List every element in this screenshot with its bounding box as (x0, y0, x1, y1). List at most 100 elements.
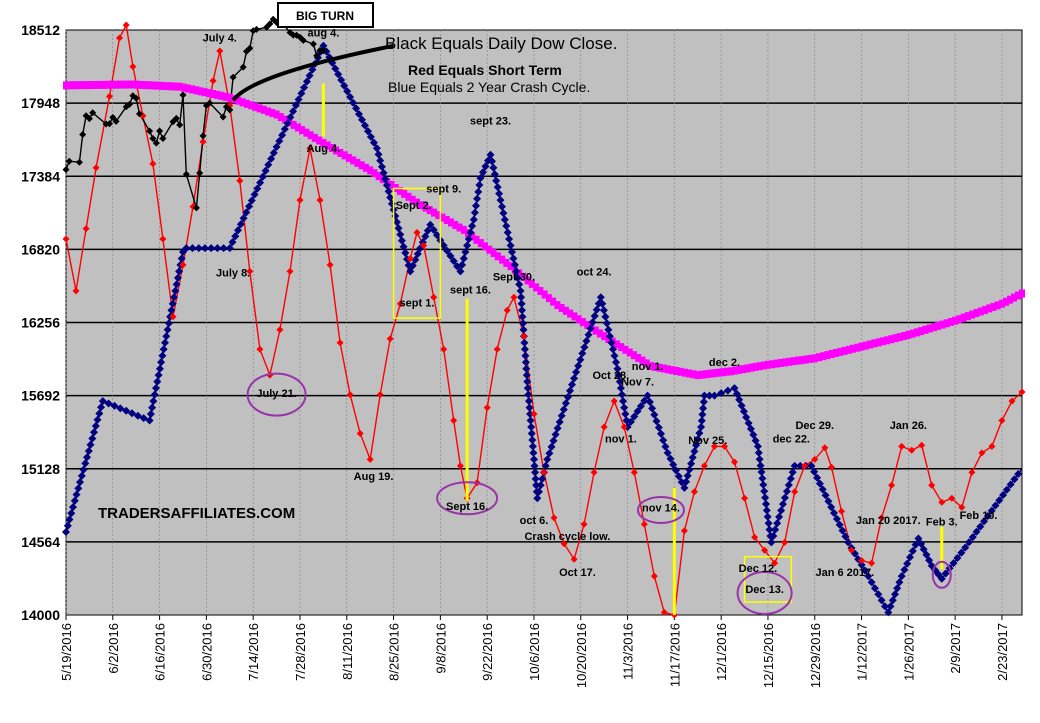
point-marker (779, 500, 787, 509)
point-marker (170, 293, 178, 302)
point-marker (376, 391, 384, 399)
point-marker (572, 368, 581, 377)
point-marker (682, 477, 691, 486)
point-marker (666, 454, 675, 463)
point-marker (777, 506, 786, 515)
point-marker (531, 468, 540, 477)
point-marker (566, 386, 574, 395)
point-marker (605, 335, 612, 343)
point-marker (760, 487, 769, 496)
point-marker (449, 257, 458, 265)
x-tick-label: 10/20/2016 (574, 623, 589, 688)
point-marker (236, 177, 244, 185)
point-marker (172, 280, 181, 289)
point-marker (63, 521, 72, 530)
point-marker (481, 162, 490, 171)
point-marker (488, 157, 496, 166)
point-marker (116, 404, 125, 413)
point-marker (536, 481, 545, 490)
point-marker (506, 241, 515, 250)
point-marker (225, 244, 234, 253)
point-marker (294, 123, 301, 132)
point-marker (306, 144, 314, 152)
point-marker (616, 384, 625, 393)
point-marker (226, 106, 234, 114)
point-marker (568, 380, 576, 389)
date-annotation: Sept 30. (493, 271, 535, 283)
point-marker (1002, 485, 1011, 494)
point-marker (275, 137, 284, 145)
point-marker (948, 494, 956, 502)
point-marker (429, 225, 438, 234)
point-marker (757, 468, 766, 476)
point-marker (988, 442, 996, 450)
point-marker (176, 82, 183, 91)
point-marker (70, 496, 79, 505)
point-marker (350, 156, 357, 165)
point-marker (530, 461, 539, 470)
point-marker (960, 313, 967, 322)
point-marker (741, 494, 749, 502)
point-marker (331, 64, 340, 73)
point-marker (499, 255, 506, 264)
date-annotation: Nov 25. (688, 435, 727, 447)
point-marker (574, 361, 583, 370)
point-marker (698, 410, 707, 419)
point-marker (622, 345, 629, 354)
point-marker (408, 261, 417, 270)
point-marker (672, 466, 680, 475)
point-marker (493, 345, 501, 353)
point-marker (841, 346, 848, 355)
point-marker (77, 471, 86, 480)
point-marker (903, 559, 912, 568)
point-marker (299, 36, 307, 44)
point-marker (636, 402, 645, 411)
point-marker (854, 343, 861, 352)
point-marker (366, 132, 375, 141)
point-marker (81, 459, 90, 468)
point-marker (96, 80, 103, 89)
point-marker (698, 370, 705, 379)
date-annotation: dec 2. (709, 357, 740, 369)
point-marker (765, 525, 774, 534)
point-marker (369, 138, 378, 147)
point-marker (218, 91, 225, 100)
point-marker (258, 172, 267, 181)
point-marker (871, 339, 878, 348)
point-marker (582, 337, 591, 345)
x-tick-label: 2/9/2017 (948, 623, 963, 674)
point-marker (956, 315, 963, 324)
point-marker (777, 359, 784, 367)
point-marker (650, 410, 659, 419)
point-marker (253, 25, 260, 33)
point-marker (406, 255, 414, 262)
point-marker (821, 491, 830, 500)
point-marker (229, 73, 237, 81)
point-marker (761, 493, 770, 502)
point-marker (319, 47, 327, 55)
point-marker (711, 369, 718, 378)
point-marker (296, 196, 304, 204)
point-marker (596, 293, 605, 302)
point-marker (533, 494, 542, 503)
point-marker (643, 391, 652, 400)
point-marker (116, 34, 123, 42)
point-marker (106, 120, 113, 128)
point-marker (109, 80, 115, 89)
point-marker (479, 168, 487, 177)
point-marker (919, 545, 928, 554)
point-marker (562, 306, 569, 315)
point-marker (159, 235, 167, 243)
point-marker (884, 608, 893, 617)
point-marker (559, 405, 568, 414)
point-marker (394, 224, 403, 233)
point-marker (122, 406, 131, 415)
point-marker (756, 461, 765, 470)
point-marker (246, 44, 254, 52)
point-marker (686, 369, 693, 378)
point-marker (189, 85, 196, 94)
point-marker (112, 117, 120, 125)
point-marker (91, 422, 100, 430)
date-annotation: Oct 28. (593, 370, 630, 382)
point-marker (680, 483, 689, 492)
